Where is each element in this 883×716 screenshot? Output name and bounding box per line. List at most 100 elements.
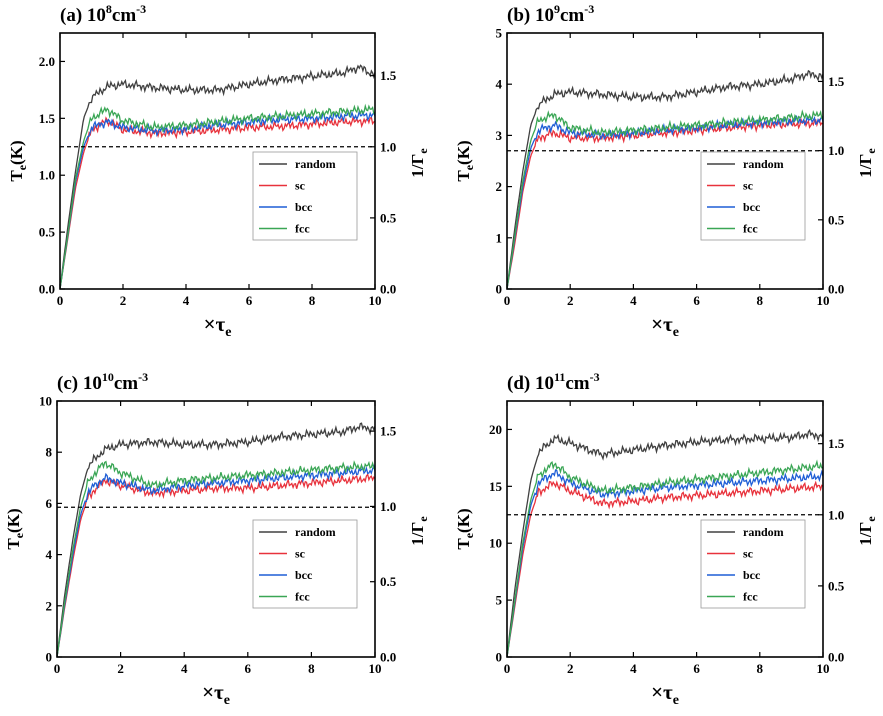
legend-label-fcc: fcc bbox=[743, 590, 758, 604]
series-lines bbox=[60, 64, 375, 289]
series-line-sc bbox=[60, 114, 375, 289]
x-tick-label: 8 bbox=[757, 661, 764, 676]
x-tick-label: 10 bbox=[817, 293, 830, 308]
legend: random sc bcc fcc bbox=[700, 519, 806, 609]
x-tick-label: 2 bbox=[120, 293, 127, 308]
y-axis-label: Te(K) bbox=[7, 140, 29, 181]
x-tick-label: 6 bbox=[693, 661, 700, 676]
y2-tick-label: 1.5 bbox=[380, 424, 397, 439]
y2-tick-label: 0.0 bbox=[380, 650, 396, 665]
panel-2: (c) 1010cm-30 2 4 6 8 1002468100.00.51.01.5Te… bbox=[4, 370, 430, 708]
y2-tick-label: 0.5 bbox=[380, 574, 397, 589]
plot-frame bbox=[506, 400, 824, 658]
x-tick-label: 2 bbox=[567, 661, 574, 676]
y2-tick-label: 0.0 bbox=[828, 650, 844, 665]
y-tick-label: 3 bbox=[496, 128, 503, 143]
panel-title: (b) 109cm-3 bbox=[507, 2, 594, 26]
y2-tick-label: 1.5 bbox=[828, 74, 845, 89]
y-tick-label: 6 bbox=[46, 496, 53, 511]
x-tick-label: 6 bbox=[246, 293, 253, 308]
legend-label-fcc: fcc bbox=[295, 590, 310, 604]
legend-label-random: random bbox=[295, 157, 336, 171]
y-axis-label: Te(K) bbox=[454, 508, 476, 549]
x-tick-label: 6 bbox=[245, 661, 252, 676]
series-line-bcc bbox=[507, 469, 823, 657]
x-tick-label: 4 bbox=[181, 661, 188, 676]
x-tick-label: 0 bbox=[54, 661, 61, 676]
x-tick-label: 0 bbox=[504, 661, 511, 676]
x-tick-label: 8 bbox=[309, 293, 316, 308]
x-tick-label: 8 bbox=[308, 661, 315, 676]
y-tick-label: 0.5 bbox=[39, 225, 56, 240]
legend-label-random: random bbox=[743, 157, 784, 171]
series-lines bbox=[57, 422, 375, 657]
series-line-fcc bbox=[60, 103, 375, 289]
x-tick-label: 10 bbox=[369, 293, 382, 308]
y2-tick-label: 1.5 bbox=[380, 68, 397, 83]
y-tick-label: 10 bbox=[39, 394, 52, 409]
y2-tick-label: 0.5 bbox=[828, 578, 845, 593]
x-tick-label: 2 bbox=[117, 661, 124, 676]
y2-tick-label: 1.0 bbox=[828, 507, 844, 522]
plot-frame bbox=[56, 400, 376, 658]
legend-label-random: random bbox=[295, 525, 336, 539]
panel-title: (c) 1010cm-3 bbox=[57, 370, 148, 394]
x-tick-label: 8 bbox=[757, 293, 764, 308]
series-lines bbox=[507, 428, 823, 657]
x-tick-label: 4 bbox=[630, 293, 637, 308]
x-tick-label: 4 bbox=[630, 661, 637, 676]
series-lines bbox=[507, 69, 823, 289]
x-axis-label: ×τe bbox=[651, 680, 679, 708]
y-tick-label: 2.0 bbox=[39, 54, 55, 69]
plot-frame bbox=[59, 32, 376, 290]
legend: random sc bcc fcc bbox=[252, 519, 358, 609]
y-tick-label: 10 bbox=[489, 536, 502, 551]
series-line-random bbox=[507, 428, 823, 657]
legend-box bbox=[700, 519, 806, 609]
legend: random sc bcc fcc bbox=[252, 151, 358, 241]
y2-axis-label: 1/Γe bbox=[408, 516, 430, 546]
y-tick-label: 1.5 bbox=[39, 111, 56, 126]
legend-label-sc: sc bbox=[295, 179, 306, 193]
y-tick-label: 4 bbox=[46, 547, 53, 562]
x-tick-label: 10 bbox=[369, 661, 382, 676]
panel-1: (b) 109cm-3 0 2 4 6 8 10 0 1 2 3 4 5 0.0 0.5 1.0 1.5 Te(K… bbox=[454, 2, 878, 340]
series-line-random bbox=[60, 64, 375, 289]
y2-tick-label: 1.5 bbox=[828, 436, 845, 451]
x-tick-label: 6 bbox=[693, 293, 700, 308]
legend-label-sc: sc bbox=[743, 179, 754, 193]
series-line-sc bbox=[507, 117, 823, 289]
legend-box bbox=[252, 151, 358, 241]
y-axis-label: Te(K) bbox=[454, 140, 476, 181]
series-line-fcc bbox=[57, 460, 375, 657]
legend-label-bcc: bcc bbox=[295, 200, 313, 214]
y2-tick-label: 0.0 bbox=[380, 282, 396, 297]
y-tick-label: 0 bbox=[496, 282, 503, 297]
y-tick-label: 0 bbox=[46, 650, 53, 665]
series-line-fcc bbox=[507, 459, 823, 657]
series-line-sc bbox=[57, 472, 375, 657]
panel-title: (d) 1011cm-3 bbox=[507, 370, 600, 394]
y-tick-label: 15 bbox=[489, 479, 503, 494]
y-tick-label: 2 bbox=[46, 598, 53, 613]
y-tick-label: 1 bbox=[496, 230, 503, 245]
x-axis-label: ×τe bbox=[202, 680, 230, 708]
y2-tick-label: 0.5 bbox=[380, 210, 397, 225]
y-tick-label: 2 bbox=[496, 179, 503, 194]
x-axis-label: ×τe bbox=[204, 312, 232, 340]
x-tick-label: 0 bbox=[504, 293, 511, 308]
x-tick-label: 10 bbox=[817, 661, 830, 676]
legend-label-fcc: fcc bbox=[295, 222, 310, 236]
x-axis-label: ×τe bbox=[651, 312, 679, 340]
x-tick-label: 0 bbox=[57, 293, 64, 308]
legend-label-sc: sc bbox=[743, 547, 754, 561]
y2-axis-label: 1/Γe bbox=[856, 148, 878, 178]
y-tick-label: 5 bbox=[496, 593, 503, 608]
legend-label-bcc: bcc bbox=[743, 568, 761, 582]
series-line-fcc bbox=[507, 109, 823, 289]
y2-tick-label: 1.0 bbox=[828, 143, 844, 158]
y2-tick-label: 0.0 bbox=[828, 282, 844, 297]
x-tick-label: 2 bbox=[567, 293, 574, 308]
series-line-bcc bbox=[57, 464, 375, 657]
